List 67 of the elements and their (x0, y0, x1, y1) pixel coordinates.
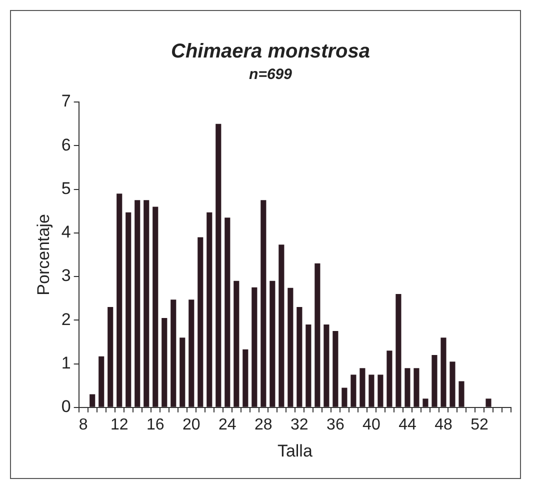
x-tick-label: 20 (182, 416, 200, 434)
bar (252, 287, 258, 407)
bar (378, 374, 384, 407)
x-tick-label: 36 (326, 416, 344, 434)
bar (306, 324, 312, 407)
bar (224, 218, 230, 407)
bar (386, 350, 392, 407)
bar (422, 398, 428, 407)
x-tick-label: 48 (434, 416, 452, 434)
bar (162, 318, 168, 407)
bar (458, 381, 464, 407)
bar (368, 374, 374, 407)
bar (450, 362, 456, 407)
bar (90, 394, 96, 407)
bar (206, 212, 212, 407)
bar (332, 331, 338, 407)
chart-title: Chimaera monstrosa (171, 40, 370, 63)
x-tick-label: 28 (254, 416, 272, 434)
x-axis-title: Talla (277, 441, 313, 460)
bar (350, 374, 356, 407)
y-tick-label: 3 (61, 266, 71, 286)
bar (126, 212, 132, 407)
x-tick-label: 44 (398, 416, 416, 434)
y-tick-label: 4 (61, 222, 71, 242)
bar (486, 398, 492, 407)
chart-subtitle: n=699 (249, 66, 293, 84)
bar (278, 244, 284, 407)
bar (180, 338, 186, 407)
bar (404, 368, 410, 407)
bar (342, 388, 348, 407)
x-tick-label: 24 (218, 416, 236, 434)
y-tick-label: 1 (61, 353, 71, 372)
bar (260, 200, 266, 407)
x-tick-label: 52 (470, 416, 488, 434)
bar (360, 368, 366, 407)
bar (440, 338, 446, 407)
bar (432, 355, 438, 407)
bar (270, 280, 276, 407)
y-tick-label: 5 (61, 178, 71, 198)
bar (414, 368, 420, 407)
y-tick-label: 7 (61, 92, 71, 111)
bar (216, 124, 222, 407)
y-tick-label: 6 (61, 135, 71, 154)
bar (396, 294, 402, 407)
bar (314, 263, 320, 407)
bar (144, 200, 150, 407)
x-tick-label: 12 (110, 416, 128, 434)
bar (198, 237, 204, 407)
bar (324, 324, 330, 407)
y-tick-label: 2 (61, 310, 71, 329)
y-tick-label: 0 (61, 397, 71, 416)
x-tick-label: 40 (362, 416, 380, 434)
bar (116, 194, 122, 407)
bar (134, 200, 140, 407)
x-tick-label: 16 (146, 416, 164, 434)
bar (288, 288, 294, 407)
x-tick-label: 32 (290, 416, 308, 434)
x-tick-label: 8 (78, 416, 88, 434)
bar (234, 280, 240, 407)
bar (242, 349, 248, 407)
bar (98, 356, 104, 407)
bar (152, 206, 158, 407)
bar (188, 300, 194, 407)
bar (108, 307, 114, 407)
y-axis-title: Porcentaje (34, 214, 53, 296)
bar (296, 307, 302, 407)
bar (170, 300, 176, 407)
